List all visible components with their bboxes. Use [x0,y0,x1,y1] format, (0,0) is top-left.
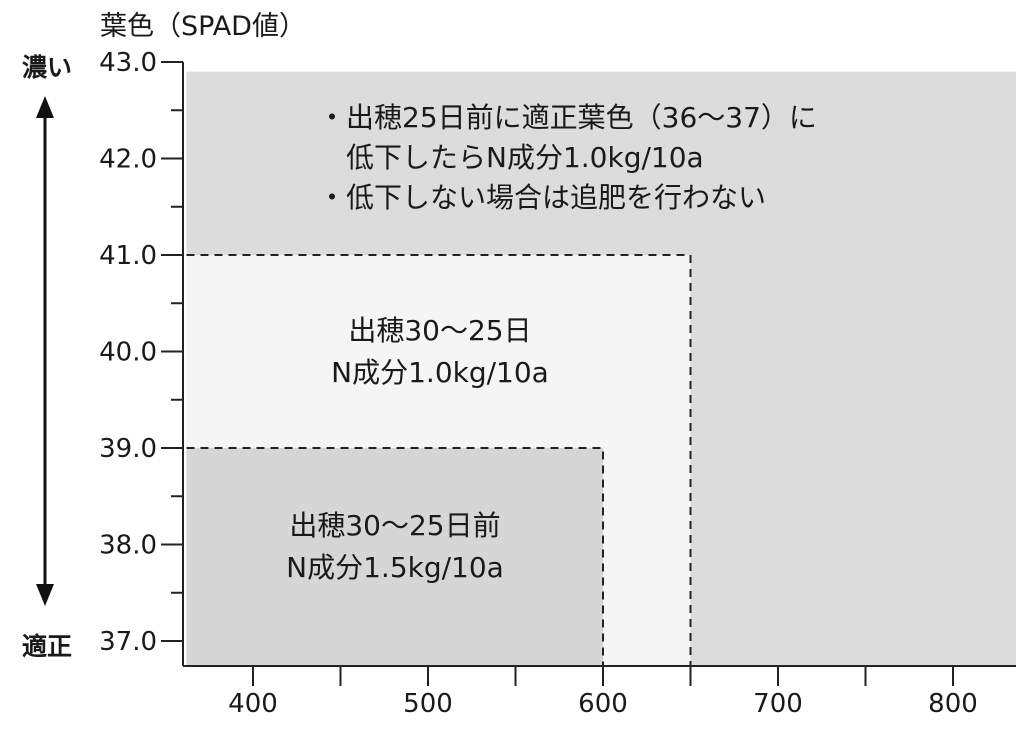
region-3-border [186,447,604,666]
direction-arrow-head-up [36,96,54,118]
x-tick-label-500: 500 [403,689,453,719]
direction-bottom-label: 適正 [22,632,72,661]
region-2-border [186,254,692,666]
y-tick-label-38: 38.0 [99,531,157,561]
direction-arrow [36,96,54,606]
y-tick-label-42: 42.0 [99,145,157,175]
region-3-line-2: N成分1.5kg/10a [286,551,504,584]
y-tick-label-40: 40.0 [99,338,157,368]
x-tick-label-800: 800 [928,689,978,719]
region-1-line-2: 低下したらN成分1.0kg/10a [318,141,704,174]
region-1-line-1: ・出穂25日前に適正葉色（36〜37）に [318,101,817,134]
region-3-line-1: 出穂30〜25日前 [289,509,500,542]
y-axis-title: 葉色（SPAD値） [100,11,306,42]
region-3 [186,448,603,666]
direction-top-label: 濃い [22,53,72,82]
y-tick-label-39: 39.0 [99,434,157,464]
x-tick-label-600: 600 [578,689,628,719]
axes: 43.0 42.0 41.0 40.0 39.0 38.0 37.0 400 500 600 700… [99,48,1016,719]
region-2-line-1: 出穂30〜25日 [348,314,531,347]
regions [186,71,1016,666]
direction-arrow-head-down [36,584,54,606]
region-2-line-2: N成分1.0kg/10a [331,356,549,389]
region-1-line-3: ・低下しない場合は追肥を行わない [318,181,766,214]
y-tick-label-37: 37.0 [99,627,157,657]
y-tick-label-41: 41.0 [99,241,157,271]
y-tick-label-43: 43.0 [99,48,157,78]
region-labels: ・出穂25日前に適正葉色（36〜37）に 低下したらN成分1.0kg/10a ・低… [286,101,817,584]
x-tick-label-700: 700 [753,689,803,719]
x-tick-label-400: 400 [228,689,278,719]
